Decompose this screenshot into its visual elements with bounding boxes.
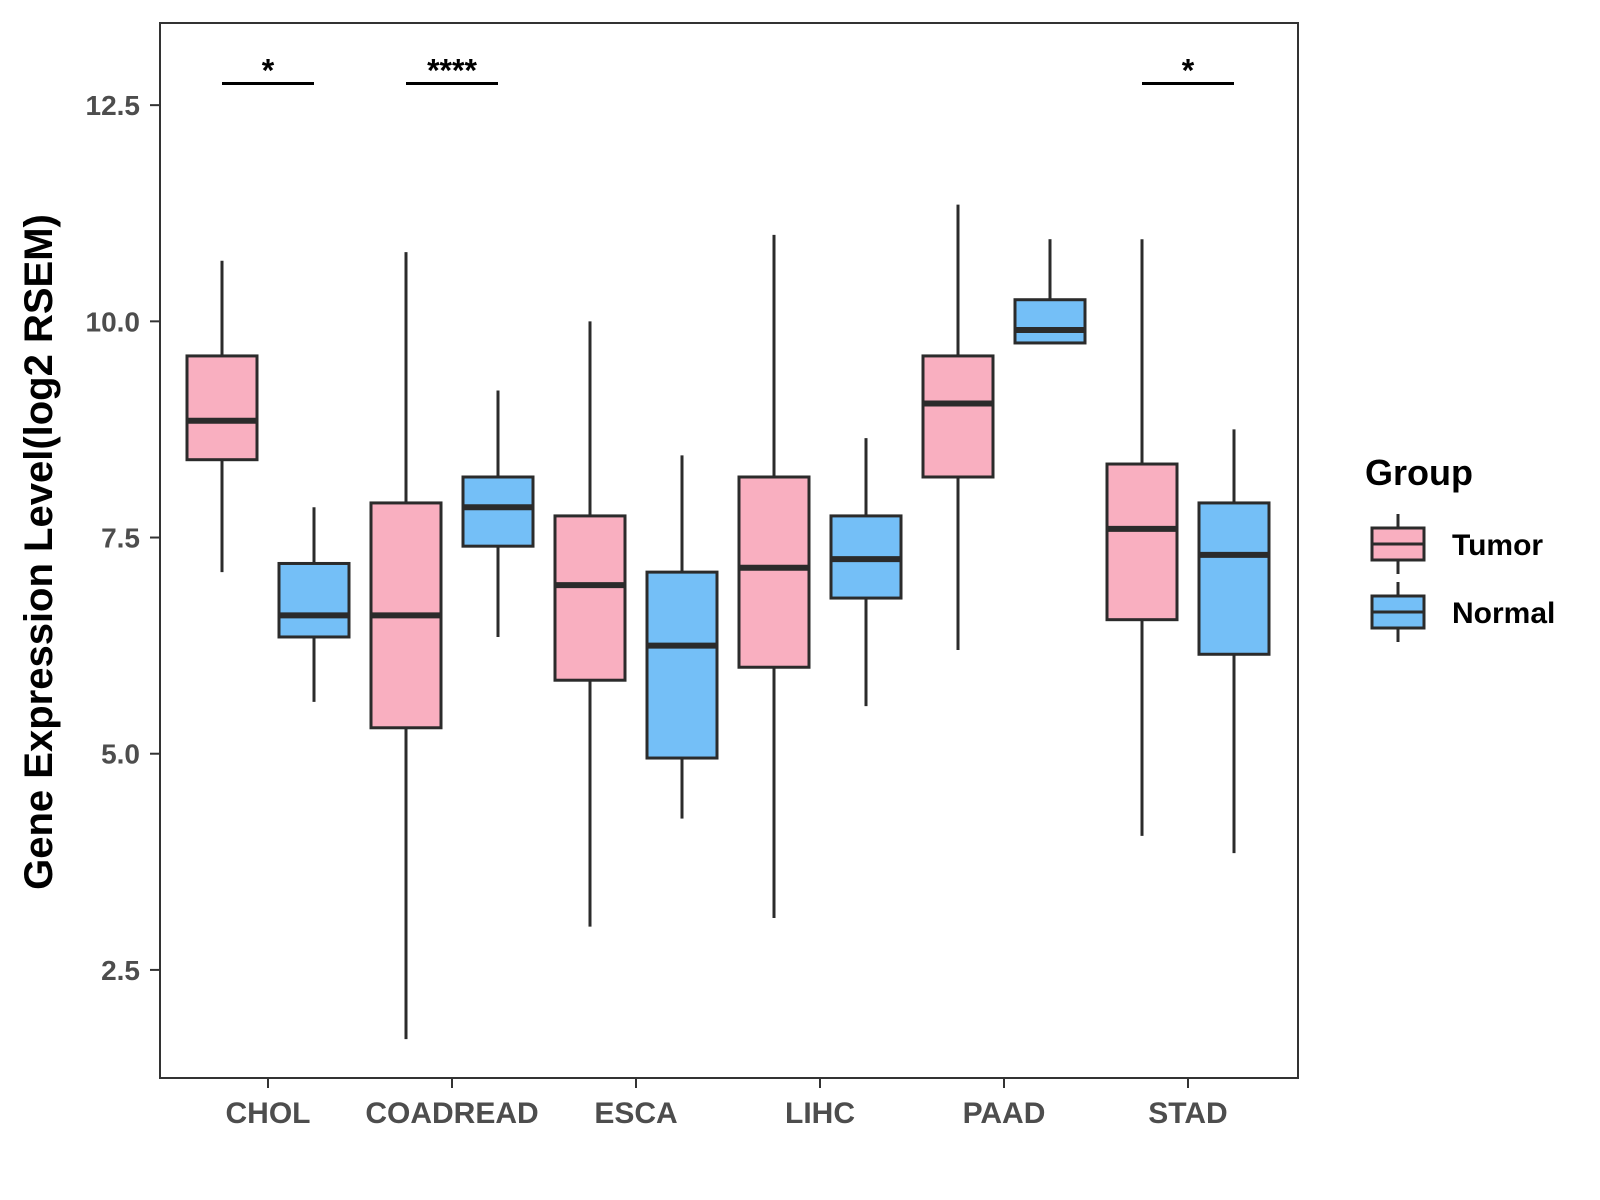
y-tick-label: 5.0 [101, 739, 140, 770]
box-body-stad-tumor [1105, 462, 1179, 622]
box-chol-tumor [185, 260, 259, 573]
significance-label-chol: * [262, 53, 275, 89]
box-body-paad-normal [1013, 298, 1087, 345]
significance-layer: * **** * [222, 53, 1234, 89]
y-tick-label: 2.5 [101, 955, 140, 986]
box-lihc-normal [829, 438, 903, 707]
box-body-stad-normal [1197, 501, 1271, 656]
legend-item-normal: Normal [1370, 582, 1555, 642]
x-tick-label-esca: ESCA [594, 1097, 677, 1130]
box-coadread-normal [461, 390, 535, 637]
legend-title: Group [1365, 452, 1473, 493]
box-paad-normal [1013, 239, 1087, 345]
x-tick-label-stad: STAD [1148, 1097, 1227, 1130]
y-axis: 2.5 5.0 7.5 10.0 12.5 [86, 90, 160, 986]
box-stad-normal [1197, 429, 1271, 854]
box-esca-tumor [553, 321, 627, 927]
legend-item-tumor: Tumor [1370, 514, 1543, 574]
box-coadread-tumor [369, 252, 443, 1040]
legend-label-tumor: Tumor [1452, 529, 1543, 562]
x-tick-label-chol: CHOL [226, 1097, 311, 1130]
legend-label-normal: Normal [1452, 597, 1555, 630]
box-esca-normal [645, 455, 719, 819]
box-body-lihc-tumor [737, 475, 811, 669]
y-tick-label: 7.5 [101, 523, 140, 554]
box-stad-tumor [1105, 239, 1179, 836]
x-axis: CHOL COADREAD ESCA LIHC PAAD STAD [226, 1078, 1228, 1130]
legend: Group Tumor Normal [1365, 452, 1555, 642]
box-body-paad-tumor [921, 354, 995, 479]
y-tick-label: 12.5 [86, 90, 141, 121]
box-body-esca-normal [645, 570, 719, 760]
significance-label-stad: * [1182, 53, 1195, 89]
box-chol-normal [277, 507, 351, 702]
x-tick-label-lihc: LIHC [785, 1097, 855, 1130]
x-tick-label-paad: PAAD [963, 1097, 1046, 1130]
plot-panel-border [159, 22, 1299, 1079]
x-tick-label-coadread: COADREAD [365, 1097, 538, 1130]
y-axis-title: Gene Expression Level(log2 RSEM) [17, 214, 61, 890]
box-body-chol-tumor [185, 354, 259, 462]
significance-label-coadread: **** [427, 53, 477, 89]
box-body-esca-tumor [553, 514, 627, 682]
y-tick-label: 10.0 [86, 306, 141, 337]
box-paad-tumor [921, 204, 995, 650]
box-body-chol-normal [277, 561, 351, 639]
box-lihc-tumor [737, 234, 811, 919]
boxes-layer [185, 204, 1271, 1040]
box-body-coadread-normal [461, 475, 535, 548]
